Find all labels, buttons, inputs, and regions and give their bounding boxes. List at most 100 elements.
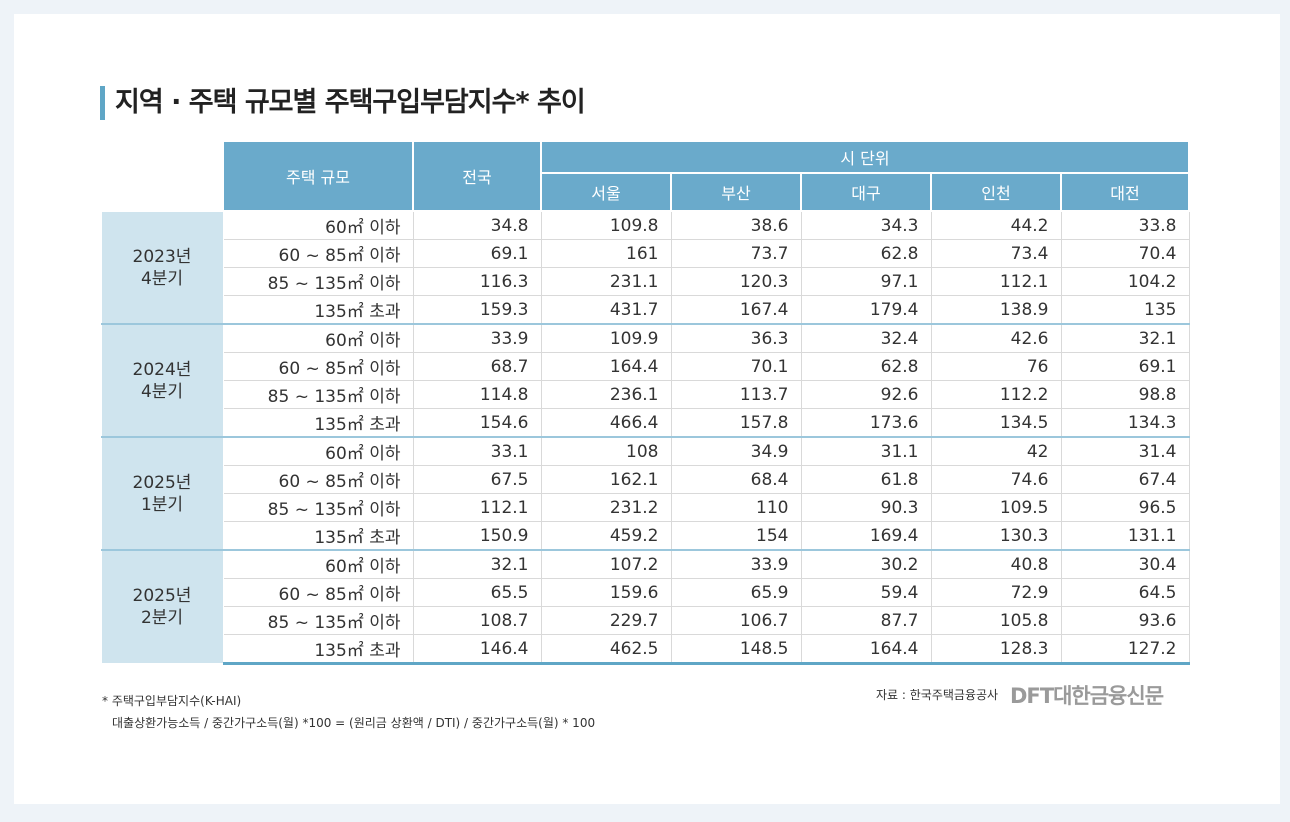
value-cell: 107.2 [540,549,672,579]
size-label: 85 ~ 135㎡ 이하 [222,493,414,522]
value-cell: 62.8 [800,239,932,268]
footnote-line: 대출상환가능소득 / 중간가구소득(월) *100 = (원리금 상환액 / D… [112,716,596,730]
value-cell: 72.9 [930,578,1062,607]
value-cell: 42 [930,436,1062,466]
value-cell: 169.4 [800,521,932,551]
value-cell: 131.1 [1060,521,1190,551]
value-cell: 154.6 [412,408,542,438]
value-cell: 231.1 [540,267,672,296]
value-cell: 109.9 [540,323,672,353]
size-label: 85 ~ 135㎡ 이하 [222,606,414,635]
value-cell: 109.8 [540,210,672,240]
header-cell: 대전 [1060,172,1190,212]
table-row: 2023년 4분기 60㎡ 이하 34.8 109.8 38.6 34.3 44.2 33.8 [100,210,1190,325]
value-cell: 32.1 [1060,323,1190,353]
table-row: 2025년 2분기 60㎡ 이하 32.1 107.2 33.9 30.2 40.8 30.4 [100,549,1190,664]
value-cell: 167.4 [670,295,802,325]
value-cell: 64.5 [1060,578,1190,607]
value-cell: 76 [930,352,1062,381]
value-cell: 38.6 [670,210,802,240]
value-cell: 44.2 [930,210,1062,240]
size-label: 60 ~ 85㎡ 이하 [222,352,414,381]
table-row: 85 ~ 135㎡ 이하 112.1 231.2 110 90.3 109.5 96.5 [101,493,1190,522]
value-cell: 134.5 [930,408,1062,438]
size-label: 135㎡ 초과 [222,408,414,438]
value-cell: 162.1 [540,465,672,494]
size-label: 135㎡ 초과 [222,295,414,325]
value-cell: 96.5 [1060,493,1190,522]
value-cell: 431.7 [540,295,672,325]
value-cell: 159.3 [412,295,542,325]
value-cell: 33.9 [670,549,802,579]
group-label: 2025년 2분기 [100,549,224,664]
footnote: * 주택구입부담지수(K-HAI) 대출상환가능소득 / 중간가구소득(월) *… [102,690,595,734]
value-cell: 134.3 [1060,408,1190,438]
value-cell: 154 [670,521,802,551]
size-label: 60 ~ 85㎡ 이하 [222,465,414,494]
value-cell: 73.7 [670,239,802,268]
group-label: 2025년 1분기 [100,436,224,551]
size-label: 60㎡ 이하 [222,323,414,353]
value-cell: 65.5 [412,578,542,607]
value-cell: 90.3 [800,493,932,522]
value-cell: 466.4 [540,408,672,438]
value-cell: 69.1 [1060,352,1190,381]
value-cell: 113.7 [670,380,802,409]
value-cell: 116.3 [412,267,542,296]
value-cell: 164.4 [540,352,672,381]
value-cell: 42.6 [930,323,1062,353]
value-cell: 150.9 [412,521,542,551]
value-cell: 87.7 [800,606,932,635]
value-cell: 30.4 [1060,549,1190,579]
logo: DFT대한금융신문 [1010,684,1164,708]
value-cell: 138.9 [930,295,1062,325]
value-cell: 93.6 [1060,606,1190,635]
size-label: 135㎡ 초과 [222,634,414,665]
table-row: 85 ~ 135㎡ 이하 108.7 229.7 106.7 87.7 105.8 93.6 [101,606,1190,635]
value-cell: 106.7 [670,606,802,635]
group-label: 2024년 4분기 [100,323,224,438]
value-cell: 135 [1060,295,1190,325]
table-row: 135㎡ 초과 159.3 431.7 167.4 179.4 138.9 135 [101,295,1190,325]
value-cell: 128.3 [930,634,1062,665]
value-cell: 31.4 [1060,436,1190,466]
value-cell: 105.8 [930,606,1062,635]
value-cell: 146.4 [412,634,542,665]
value-cell: 59.4 [800,578,932,607]
value-cell: 108 [540,436,672,466]
value-cell: 236.1 [540,380,672,409]
value-cell: 67.5 [412,465,542,494]
table-row: 60 ~ 85㎡ 이하 67.5 162.1 68.4 61.8 74.6 67.4 [101,465,1190,494]
value-cell: 65.9 [670,578,802,607]
value-cell: 112.1 [412,493,542,522]
size-label: 60㎡ 이하 [222,549,414,579]
source: 자료 : 한국주택금융공사 [876,688,999,702]
value-cell: 30.2 [800,549,932,579]
value-cell: 114.8 [412,380,542,409]
size-label: 85 ~ 135㎡ 이하 [222,380,414,409]
size-label: 60㎡ 이하 [222,210,414,240]
value-cell: 130.3 [930,521,1062,551]
value-cell: 40.8 [930,549,1062,579]
table-row: 2025년 1분기 60㎡ 이하 33.1 108 34.9 31.1 42 31.4 [100,436,1190,551]
value-cell: 98.8 [1060,380,1190,409]
value-cell: 459.2 [540,521,672,551]
value-cell: 110 [670,493,802,522]
header-cell: 시 단위 [540,140,1190,174]
value-cell: 92.6 [800,380,932,409]
value-cell: 179.4 [800,295,932,325]
value-cell: 32.4 [800,323,932,353]
header-cell: 부산 [670,172,802,212]
group-label: 2023년 4분기 [100,210,224,325]
value-cell: 67.4 [1060,465,1190,494]
value-cell: 34.3 [800,210,932,240]
value-cell: 97.1 [800,267,932,296]
table-row: 135㎡ 초과 154.6 466.4 157.8 173.6 134.5 134.3 [101,408,1190,438]
table-row: 2024년 4분기 60㎡ 이하 33.9 109.9 36.3 32.4 42.6 32.1 [100,323,1190,438]
value-cell: 108.7 [412,606,542,635]
data-table: 주택 규모 전국 시 단위 서울 부산 대구 인천 대전 2023년 4분기 60㎡ 이하… [100,140,1190,665]
value-cell: 33.9 [412,323,542,353]
value-cell: 68.4 [670,465,802,494]
value-cell: 34.9 [670,436,802,466]
